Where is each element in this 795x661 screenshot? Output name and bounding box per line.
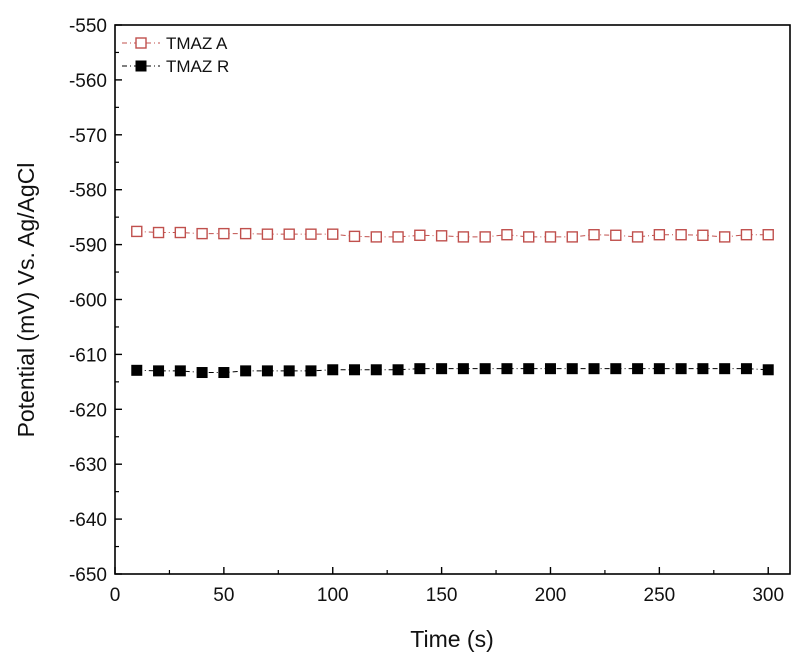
- y-tick-label: -550: [69, 16, 107, 37]
- data-point: [501, 363, 513, 375]
- series-tmaz-r: [131, 363, 774, 379]
- data-point: [544, 363, 556, 375]
- data-point: [436, 363, 448, 375]
- data-point: [370, 364, 382, 376]
- y-tick-label: -600: [69, 291, 107, 312]
- x-tick-label: 0: [110, 585, 121, 606]
- data-point: [283, 365, 295, 377]
- data-point: [718, 231, 731, 243]
- x-tick-label: 250: [644, 585, 676, 606]
- y-tick-label: -560: [69, 71, 107, 92]
- data-point: [697, 229, 709, 241]
- x-tick-label: 100: [317, 585, 349, 606]
- x-tick-label: 50: [213, 585, 234, 606]
- data-point: [697, 363, 709, 375]
- data-point: [523, 363, 535, 375]
- data-point: [566, 363, 578, 375]
- plot-area: [114, 24, 791, 575]
- data-point: [762, 364, 774, 376]
- y-axis-ticks: -550 -560 -570 -580 -590 -600 -610 -620 -630 -640…: [69, 16, 122, 586]
- data-point: [327, 364, 339, 376]
- data-point: [370, 231, 382, 243]
- data-point: [675, 229, 687, 241]
- data-point: [305, 228, 317, 240]
- x-tick-label: 300: [752, 585, 784, 606]
- data-point: [588, 229, 600, 241]
- data-point: [435, 230, 448, 242]
- y-tick-label: -640: [69, 510, 107, 531]
- series-tmaz-a: [131, 225, 774, 243]
- data-point: [327, 228, 339, 240]
- data-point: [196, 367, 208, 379]
- data-point: [479, 231, 491, 243]
- x-tick-label: 200: [535, 585, 567, 606]
- data-point: [457, 363, 469, 375]
- y-tick-label: -580: [69, 181, 107, 202]
- data-point: [740, 363, 752, 375]
- data-point: [523, 231, 535, 243]
- legend-label-tmaz-r: TMAZ R: [166, 57, 229, 76]
- data-point: [283, 228, 295, 240]
- data-point: [631, 231, 644, 243]
- data-point: [632, 363, 644, 375]
- series-line: [136, 230, 769, 238]
- y-tick-label: -570: [69, 126, 107, 147]
- y-tick-label: -620: [69, 400, 107, 421]
- x-tick-label: 150: [426, 585, 458, 606]
- data-point: [610, 229, 622, 241]
- y-tick-label: -590: [69, 236, 107, 257]
- legend-marker-tmaz-a: [135, 37, 147, 49]
- data-point: [218, 227, 230, 240]
- data-point: [131, 225, 143, 238]
- data-point: [261, 365, 273, 377]
- data-point: [675, 363, 687, 375]
- data-point: [392, 231, 404, 243]
- data-point: [501, 229, 513, 241]
- x-axis-ticks: 0 50 100 150 200 250 300: [110, 567, 784, 606]
- data-point: [653, 229, 666, 241]
- data-point: [414, 229, 426, 241]
- data-point: [457, 231, 470, 243]
- data-point: [153, 365, 165, 377]
- legend-marker-tmaz-r: [135, 60, 147, 72]
- y-axis-title: Potential (mV) Vs. Ag/AgCl: [13, 163, 39, 438]
- data-point: [240, 365, 252, 377]
- data-point: [610, 363, 622, 375]
- data-point: [414, 363, 426, 375]
- legend-label-tmaz-a: TMAZ A: [166, 34, 228, 53]
- data-point: [239, 227, 252, 240]
- data-point: [566, 231, 578, 243]
- data-point: [762, 229, 774, 241]
- data-point: [588, 363, 600, 375]
- data-point: [152, 226, 165, 239]
- data-point: [261, 228, 274, 240]
- data-point: [131, 364, 143, 376]
- data-point: [218, 367, 230, 379]
- data-point: [174, 226, 187, 239]
- x-axis-title: Time (s): [410, 626, 493, 652]
- legend: TMAZ A TMAZ R: [122, 34, 229, 76]
- data-point: [544, 231, 557, 243]
- data-point: [479, 363, 491, 375]
- series-layer: [131, 225, 774, 379]
- data-point: [392, 364, 404, 376]
- data-point: [740, 229, 753, 241]
- data-point: [174, 365, 186, 377]
- data-point: [719, 363, 731, 375]
- data-point: [348, 230, 361, 243]
- y-tick-label: -610: [69, 345, 107, 366]
- series-line: [136, 368, 769, 374]
- data-point: [653, 363, 665, 375]
- data-point: [305, 365, 317, 377]
- data-point: [196, 227, 208, 240]
- y-tick-label: -630: [69, 455, 107, 476]
- data-point: [349, 364, 361, 376]
- y-tick-label: -650: [69, 565, 107, 586]
